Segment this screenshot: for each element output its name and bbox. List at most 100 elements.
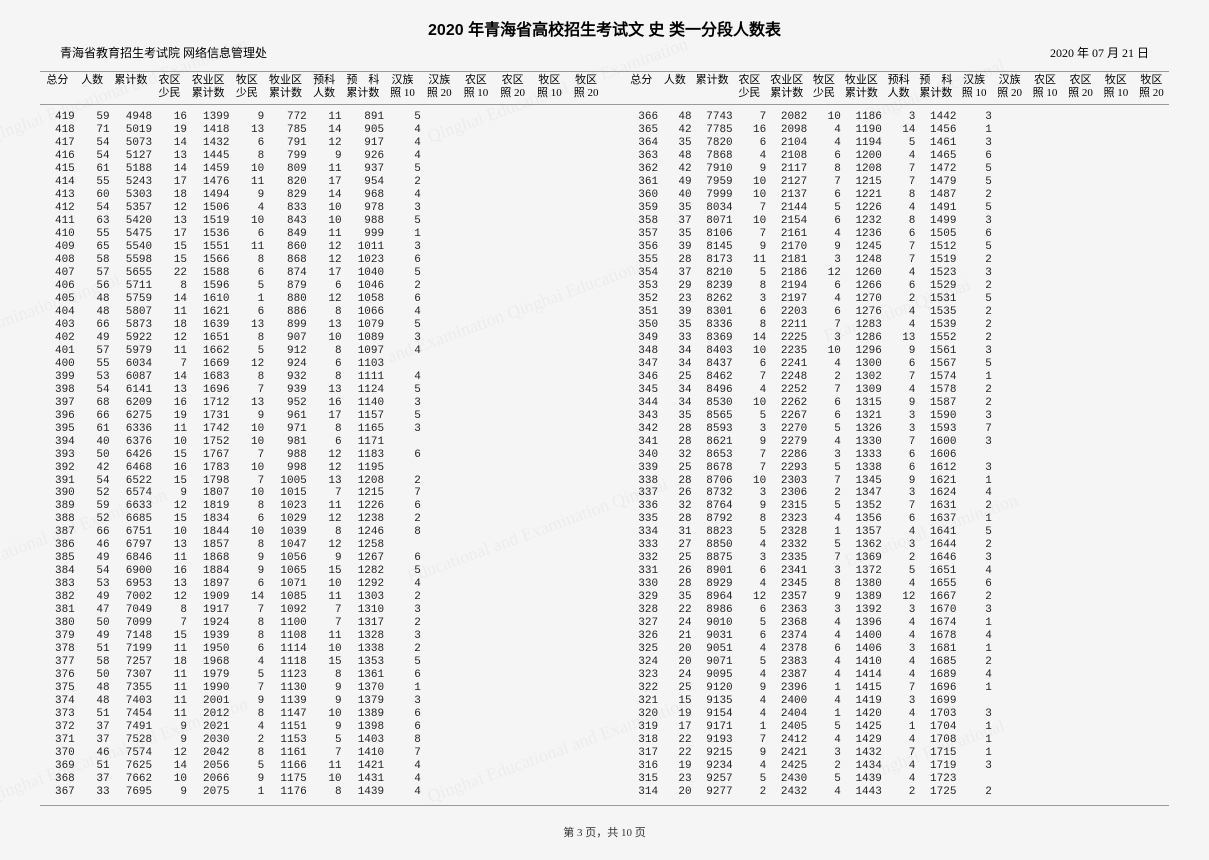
cell: 4 xyxy=(807,617,841,630)
cell xyxy=(1134,500,1169,513)
cell xyxy=(458,371,495,384)
cell: 9 xyxy=(307,150,342,163)
cell: 8764 xyxy=(692,500,733,513)
cell: 54 xyxy=(75,565,110,578)
cell: 27 xyxy=(658,539,692,552)
cell: 1536 xyxy=(187,228,230,241)
cell: 388 xyxy=(40,513,75,526)
cell: 4 xyxy=(384,786,421,799)
cell xyxy=(531,682,568,695)
cell xyxy=(1063,371,1098,384)
cell: 59 xyxy=(75,500,110,513)
cell: 4 xyxy=(956,565,991,578)
cell: 9 xyxy=(807,591,841,604)
cell: 10 xyxy=(152,773,187,786)
cell xyxy=(568,189,605,202)
cell xyxy=(992,228,1027,241)
cell: 15 xyxy=(152,254,187,267)
cell xyxy=(458,656,495,669)
cell: 364 xyxy=(625,137,659,150)
cell: 1208 xyxy=(342,475,385,488)
table-row: 3172292159242131432717151 xyxy=(625,747,1170,760)
cell: 1 xyxy=(956,617,991,630)
cell: 20 xyxy=(658,656,692,669)
cell xyxy=(531,189,568,202)
cell xyxy=(1063,604,1098,617)
cell xyxy=(1134,228,1169,241)
cell: 988 xyxy=(342,215,385,228)
cell: 3 xyxy=(956,345,991,358)
cell: 8 xyxy=(229,371,264,384)
cell xyxy=(531,734,568,747)
cell: 366 xyxy=(625,111,659,124)
cell: 7 xyxy=(807,319,841,332)
cell: 2368 xyxy=(766,617,807,630)
cell: 2 xyxy=(956,189,991,202)
cell xyxy=(531,475,568,488)
table-row: 4125453571215064833109783 xyxy=(40,202,605,215)
cell: 6 xyxy=(384,708,421,721)
cell: 1362 xyxy=(841,539,882,552)
cell: 7999 xyxy=(692,189,733,202)
cell xyxy=(1027,656,1062,669)
cell: 9193 xyxy=(692,734,733,747)
cell: 4 xyxy=(229,202,264,215)
cell xyxy=(531,345,568,358)
cell: 28 xyxy=(658,423,692,436)
col-header: 累计数 xyxy=(110,74,153,100)
cell: 1194 xyxy=(841,137,882,150)
cell xyxy=(531,617,568,630)
cell xyxy=(1063,280,1098,293)
cell: 1100 xyxy=(264,617,307,630)
cell: 4 xyxy=(807,513,841,526)
cell: 7959 xyxy=(692,176,733,189)
cell: 7 xyxy=(733,462,767,475)
cell: 1392 xyxy=(841,604,882,617)
cell xyxy=(568,669,605,682)
cell: 1621 xyxy=(187,306,230,319)
col-header: 农业区累计数 xyxy=(766,74,807,100)
cell: 25 xyxy=(658,552,692,565)
cell xyxy=(1063,747,1098,760)
cell: 7 xyxy=(733,202,767,215)
cell: 6 xyxy=(807,280,841,293)
cell xyxy=(1098,397,1133,410)
cell: 8 xyxy=(384,526,421,539)
cell: 7 xyxy=(807,552,841,565)
cell: 7 xyxy=(152,617,187,630)
cell xyxy=(458,163,495,176)
cell: 10 xyxy=(229,462,264,475)
col-header: 牧区照 20 xyxy=(1134,74,1169,100)
table-row: 3312689016234131372516514 xyxy=(625,565,1170,578)
cell xyxy=(992,124,1027,137)
cell: 394 xyxy=(40,436,75,449)
cell: 3 xyxy=(807,604,841,617)
cell: 1195 xyxy=(342,462,385,475)
cell xyxy=(421,280,458,293)
cell: 17 xyxy=(152,228,187,241)
cell xyxy=(531,773,568,786)
cell: 1058 xyxy=(342,293,385,306)
table-row: 369517625142056511661114214 xyxy=(40,760,605,773)
cell: 8823 xyxy=(692,526,733,539)
cell: 6 xyxy=(807,397,841,410)
cell xyxy=(1063,358,1098,371)
cell: 378 xyxy=(40,643,75,656)
cell: 924 xyxy=(264,358,307,371)
cell: 1476 xyxy=(187,176,230,189)
cell: 6633 xyxy=(110,500,153,513)
cell: 8 xyxy=(229,254,264,267)
cell: 2374 xyxy=(766,630,807,643)
cell xyxy=(1027,669,1062,682)
cell xyxy=(992,462,1027,475)
cell xyxy=(568,786,605,799)
cell: 1353 xyxy=(342,656,385,669)
cell: 12 xyxy=(152,332,187,345)
cell: 49 xyxy=(658,176,692,189)
cell: 47 xyxy=(75,604,110,617)
cell xyxy=(1098,539,1133,552)
cell: 1487 xyxy=(915,189,956,202)
cell: 330 xyxy=(625,578,659,591)
cell: 6336 xyxy=(110,423,153,436)
cell: 5 xyxy=(229,280,264,293)
